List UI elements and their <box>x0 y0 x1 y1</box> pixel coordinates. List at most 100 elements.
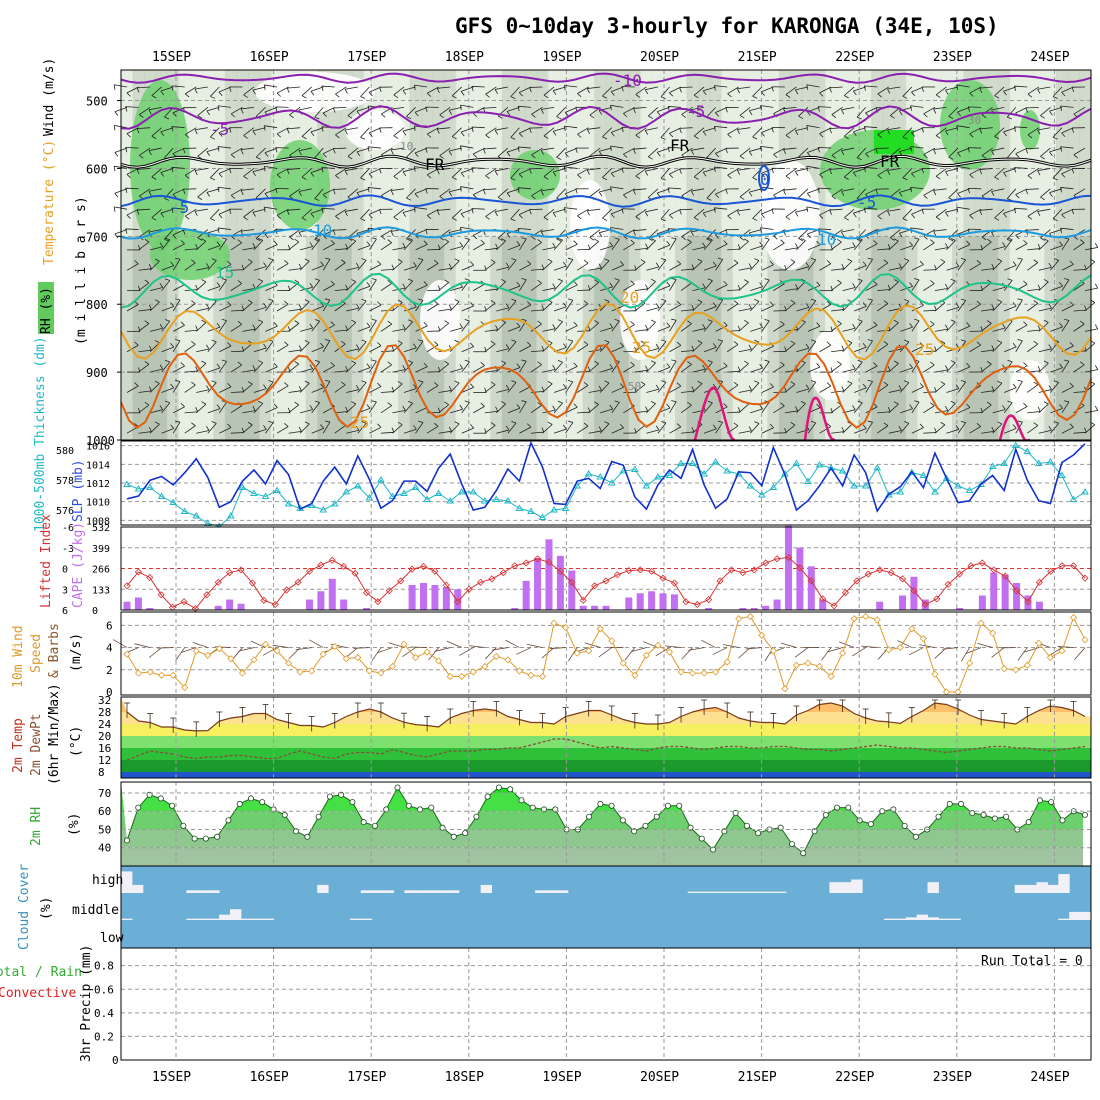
wind-barb <box>126 127 139 134</box>
wind-barb-flag <box>919 423 924 428</box>
wind-barb <box>1052 127 1063 138</box>
wind-barb <box>910 105 924 108</box>
thickness-point <box>861 482 870 489</box>
wind-barb-flag <box>414 152 419 157</box>
wind-barb <box>831 107 843 115</box>
wind-barb-flag <box>727 134 732 138</box>
wind-barb-flag <box>923 195 928 199</box>
wind-barb <box>438 390 452 393</box>
wind-barb <box>783 147 797 150</box>
wind-barb-flag <box>733 259 739 264</box>
wind-barb-flag <box>263 425 267 430</box>
wind-barb-flag <box>979 87 983 93</box>
wind-barb-flag <box>113 166 116 172</box>
wind-barb-flag <box>1033 422 1039 426</box>
wind-barb-flag <box>221 318 227 321</box>
wind-barb-flag <box>623 235 628 240</box>
wind-barb-flag <box>1002 405 1006 410</box>
wind-barb <box>335 168 347 176</box>
wind-barb <box>507 341 517 352</box>
wind-barb <box>1014 85 1028 88</box>
wind-barb-flag <box>355 425 360 431</box>
wind-barb-flag <box>960 339 966 342</box>
wind-barb <box>265 244 278 251</box>
thickness-point <box>769 483 778 490</box>
wind-barb-flag <box>671 278 677 280</box>
wind-barb-flag <box>909 363 913 369</box>
wind-barb <box>314 229 324 240</box>
wind-barb-flag <box>439 155 444 159</box>
thickness-point <box>480 497 489 504</box>
wind-barb-flag <box>368 91 373 97</box>
cape-bar <box>1001 574 1009 610</box>
wind-barb <box>381 188 393 196</box>
cape-bar <box>363 607 370 610</box>
wind-barb <box>492 647 508 651</box>
rh-point <box>969 810 976 817</box>
wind-barb-flag <box>425 106 428 112</box>
bottom-date-label: 15SEP <box>152 1070 191 1085</box>
wind-barb <box>750 245 763 251</box>
cape-bar <box>328 578 336 610</box>
wind-barb <box>161 280 171 291</box>
wind-barb-flag <box>464 278 470 281</box>
wind-barb <box>969 344 981 353</box>
wind-barb-flag <box>452 95 457 99</box>
wind-barb <box>519 345 532 353</box>
wind-barb-flag <box>134 260 139 265</box>
wind-barb <box>288 404 300 414</box>
wind-barb <box>171 126 185 129</box>
wind-barb <box>1038 389 1052 393</box>
wind-barb-flag <box>644 211 649 217</box>
wind-barb <box>611 346 624 353</box>
top-date-label: 24SEP <box>1030 50 1069 65</box>
thickness-point <box>330 500 339 507</box>
wind-barb-flag <box>501 401 506 405</box>
wind-barb <box>911 264 924 271</box>
wind-barb <box>415 406 428 414</box>
wind-barb <box>1040 229 1051 239</box>
wind-barb-flag <box>1033 340 1039 345</box>
bottom-date-label: 19SEP <box>542 1070 581 1085</box>
wind-barb <box>161 428 174 434</box>
cloud-bar-middle <box>927 917 939 920</box>
thickness-point <box>238 483 247 490</box>
cloud-bar-middle <box>240 918 253 920</box>
wind-barb-flag <box>733 341 739 345</box>
li-point <box>967 562 975 570</box>
wind-barb-flag <box>598 232 603 238</box>
li-tick-label: -3 <box>62 544 74 555</box>
wind-barb <box>496 281 506 291</box>
li-point <box>214 578 222 586</box>
wind-barb <box>207 367 221 373</box>
wind-barb <box>784 288 798 292</box>
cape-bar <box>226 599 234 610</box>
wind-barb <box>542 424 553 434</box>
wind-barb-flag <box>893 401 899 405</box>
wind-barb-flag <box>887 129 891 135</box>
wind-barb <box>693 86 705 96</box>
wind-barb <box>1027 411 1041 414</box>
rh-point <box>146 791 153 798</box>
wind-barb-flag <box>1053 421 1059 424</box>
cloud-unit-label: (%) <box>39 897 54 920</box>
rh-shading-band <box>571 236 584 440</box>
wind-barb <box>380 268 394 271</box>
wind-barb-flag <box>948 116 954 120</box>
wind-barb <box>669 168 682 175</box>
cloud-bar-high <box>709 891 721 893</box>
wind-barb <box>701 639 716 648</box>
wind-barb-flag <box>790 299 796 304</box>
wind-barb-flag <box>826 423 832 428</box>
wind-barb <box>1073 391 1087 393</box>
rh-shading-band <box>271 236 284 440</box>
wind-barb <box>992 301 1003 312</box>
wind-speed-point <box>827 672 835 681</box>
wind-barb-flag <box>309 364 314 369</box>
wind-barb-flag <box>516 241 521 246</box>
wind-barb-flag <box>655 262 660 268</box>
wind-barb-flag <box>347 115 353 119</box>
wind-barb-flag <box>286 210 290 216</box>
wind-barb-flag <box>541 305 545 311</box>
rh-point <box>417 806 424 813</box>
